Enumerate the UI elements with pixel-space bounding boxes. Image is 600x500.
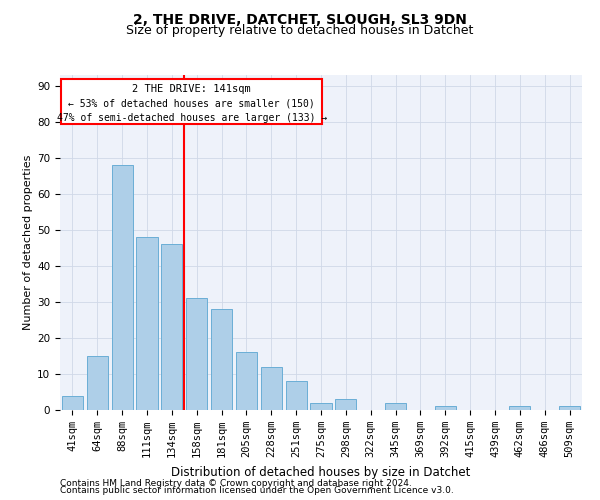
Bar (286, 381, 307, 410)
Bar (161, 244, 182, 410)
Text: Contains HM Land Registry data © Crown copyright and database right 2024.: Contains HM Land Registry data © Crown c… (60, 478, 412, 488)
Bar (236, 352, 257, 410)
FancyBboxPatch shape (61, 78, 322, 124)
X-axis label: Distribution of detached houses by size in Datchet: Distribution of detached houses by size … (172, 466, 470, 478)
Y-axis label: Number of detached properties: Number of detached properties (23, 155, 33, 330)
Text: 2 THE DRIVE: 141sqm: 2 THE DRIVE: 141sqm (133, 84, 251, 94)
Bar (261, 367, 282, 410)
Bar (509, 406, 530, 410)
Bar (87, 356, 108, 410)
Text: ← 53% of detached houses are smaller (150): ← 53% of detached houses are smaller (15… (68, 98, 315, 108)
Bar (211, 309, 232, 410)
Bar (186, 298, 207, 410)
Text: 47% of semi-detached houses are larger (133) →: 47% of semi-detached houses are larger (… (56, 113, 327, 123)
Bar (435, 406, 456, 410)
Bar (136, 237, 158, 410)
Text: Contains public sector information licensed under the Open Government Licence v3: Contains public sector information licen… (60, 486, 454, 495)
Bar (335, 399, 356, 410)
Bar (385, 403, 406, 410)
Text: Size of property relative to detached houses in Datchet: Size of property relative to detached ho… (127, 24, 473, 37)
Bar (559, 406, 580, 410)
Bar (62, 396, 83, 410)
Text: 2, THE DRIVE, DATCHET, SLOUGH, SL3 9DN: 2, THE DRIVE, DATCHET, SLOUGH, SL3 9DN (133, 12, 467, 26)
Bar (112, 165, 133, 410)
Bar (310, 403, 332, 410)
